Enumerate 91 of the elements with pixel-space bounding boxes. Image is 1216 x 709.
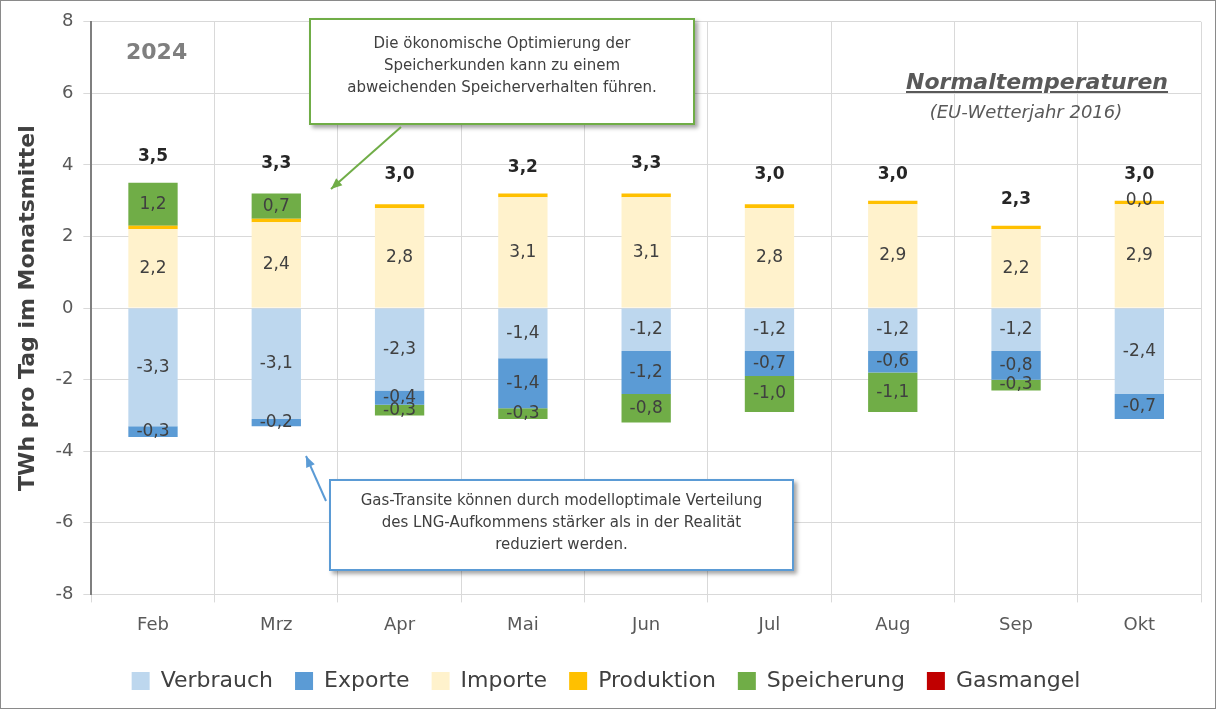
data-label: -1,0 [752,382,787,403]
bar [744,204,795,208]
legend-label: Exporte [324,666,410,692]
data-label: -1,2 [629,318,663,339]
bar [621,197,671,308]
annotation: 3,0 [1124,163,1155,184]
data-label: -1,4 [506,321,540,342]
legend-label: Gasmangel [955,666,1081,692]
annotation: (EU-Wetterjahr 2016) [928,101,1124,122]
x-tick-label: Jul [757,612,781,634]
bar [1114,308,1165,394]
data-label: -1,2 [876,318,910,339]
data-label: 2,9 [1125,244,1153,265]
legend-label: Produktion [598,666,716,692]
annotation: 2024 [126,39,188,64]
y-axis-title: TWh pro Tag im Monatsmittel [13,125,39,491]
annotation: 3,0 [384,163,415,184]
annotation: Normaltemperaturen [906,69,1169,94]
annotation: 3,2 [507,156,538,176]
data-label: -0,6 [876,350,910,371]
bar [744,376,795,412]
bar [374,207,425,308]
bar [991,229,1041,308]
bar [868,372,918,412]
data-label: -3,3 [136,355,170,376]
y-tick-label: -2 [55,367,74,389]
bar [744,207,795,308]
y-tick-label: -6 [55,510,74,532]
data-label: 2,2 [139,256,167,277]
bar [128,229,178,308]
data-label: 2,4 [262,253,290,274]
y-tick-label: -8 [55,582,74,604]
y-tick-label: 2 [61,224,74,246]
y-tick-label: 6 [61,81,74,103]
data-label: 1,2 [139,192,167,213]
bar [621,351,671,394]
y-tick-label: 8 [61,9,74,31]
x-tick-label: Mai [507,612,539,634]
bar [868,204,918,308]
data-label: -1,4 [506,371,540,392]
data-label: -1,2 [999,318,1033,339]
data-label: -1,1 [876,380,910,401]
data-label: -1,2 [629,360,663,381]
annotation: 3,0 [754,163,785,184]
data-label: -0,8 [999,353,1033,374]
annotation: 3,5 [137,145,169,166]
data-label: 2,9 [879,244,907,265]
data-label: 2,8 [755,246,783,267]
bar [498,197,548,308]
y-tick-label: 0 [61,295,74,317]
annotation: 3,3 [631,152,662,173]
y-tick-label: -4 [55,438,74,460]
bar [374,308,425,391]
bar [991,308,1041,352]
callout-box: Die ökonomische Optimierung der Speicherkunden kann zu einem abweichenden Speicherverhalten führen. [309,18,695,125]
data-label: -2,3 [383,337,417,358]
x-tick-label: Aug [875,612,911,634]
data-label: 3,1 [632,240,660,261]
data-label: -0,7 [752,351,787,372]
data-label: -1,2 [752,318,787,339]
data-label: -0,3 [136,419,170,440]
annotation: 2,3 [1001,188,1032,209]
x-tick-label: Okt [1123,612,1156,634]
data-label: -2,4 [1122,339,1156,360]
bar [868,308,918,352]
bar [128,182,178,226]
x-tick-label: Mrz [260,612,293,634]
annotation: 3,0 [877,163,908,184]
bar [744,308,795,352]
data-label: -3,1 [259,352,293,373]
data-label: 0,7 [262,194,290,215]
bar [498,308,548,359]
legend-label: Importe [460,666,548,692]
x-tick-label: Jun [631,612,661,634]
data-label: -0,7 [1122,394,1156,415]
bar [621,308,671,352]
legend-label: Verbrauch [160,666,274,692]
data-label: 2,8 [386,246,414,267]
bar [251,222,301,308]
x-tick-label: Sep [999,612,1034,634]
legend-label: Speicherung [766,666,905,692]
data-label: 2,2 [1002,256,1030,277]
annotation: 3,3 [261,152,292,173]
callout-box: Gas-Transite können durch modelloptimale Verteilung des LNG-Aufkommens stärker als in der Realität reduziert werden. [329,479,794,571]
x-tick-label: Feb [137,612,169,634]
data-label: 3,1 [509,240,537,261]
data-label: -0,3 [999,373,1033,394]
data-label: -0,8 [629,396,663,417]
y-tick-label: 4 [61,152,74,174]
bar [374,204,425,208]
x-tick-label: Apr [384,612,416,634]
